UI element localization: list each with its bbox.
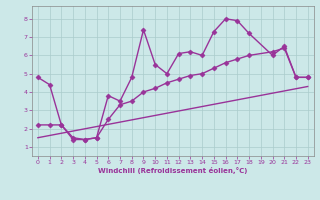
X-axis label: Windchill (Refroidissement éolien,°C): Windchill (Refroidissement éolien,°C) bbox=[98, 167, 247, 174]
